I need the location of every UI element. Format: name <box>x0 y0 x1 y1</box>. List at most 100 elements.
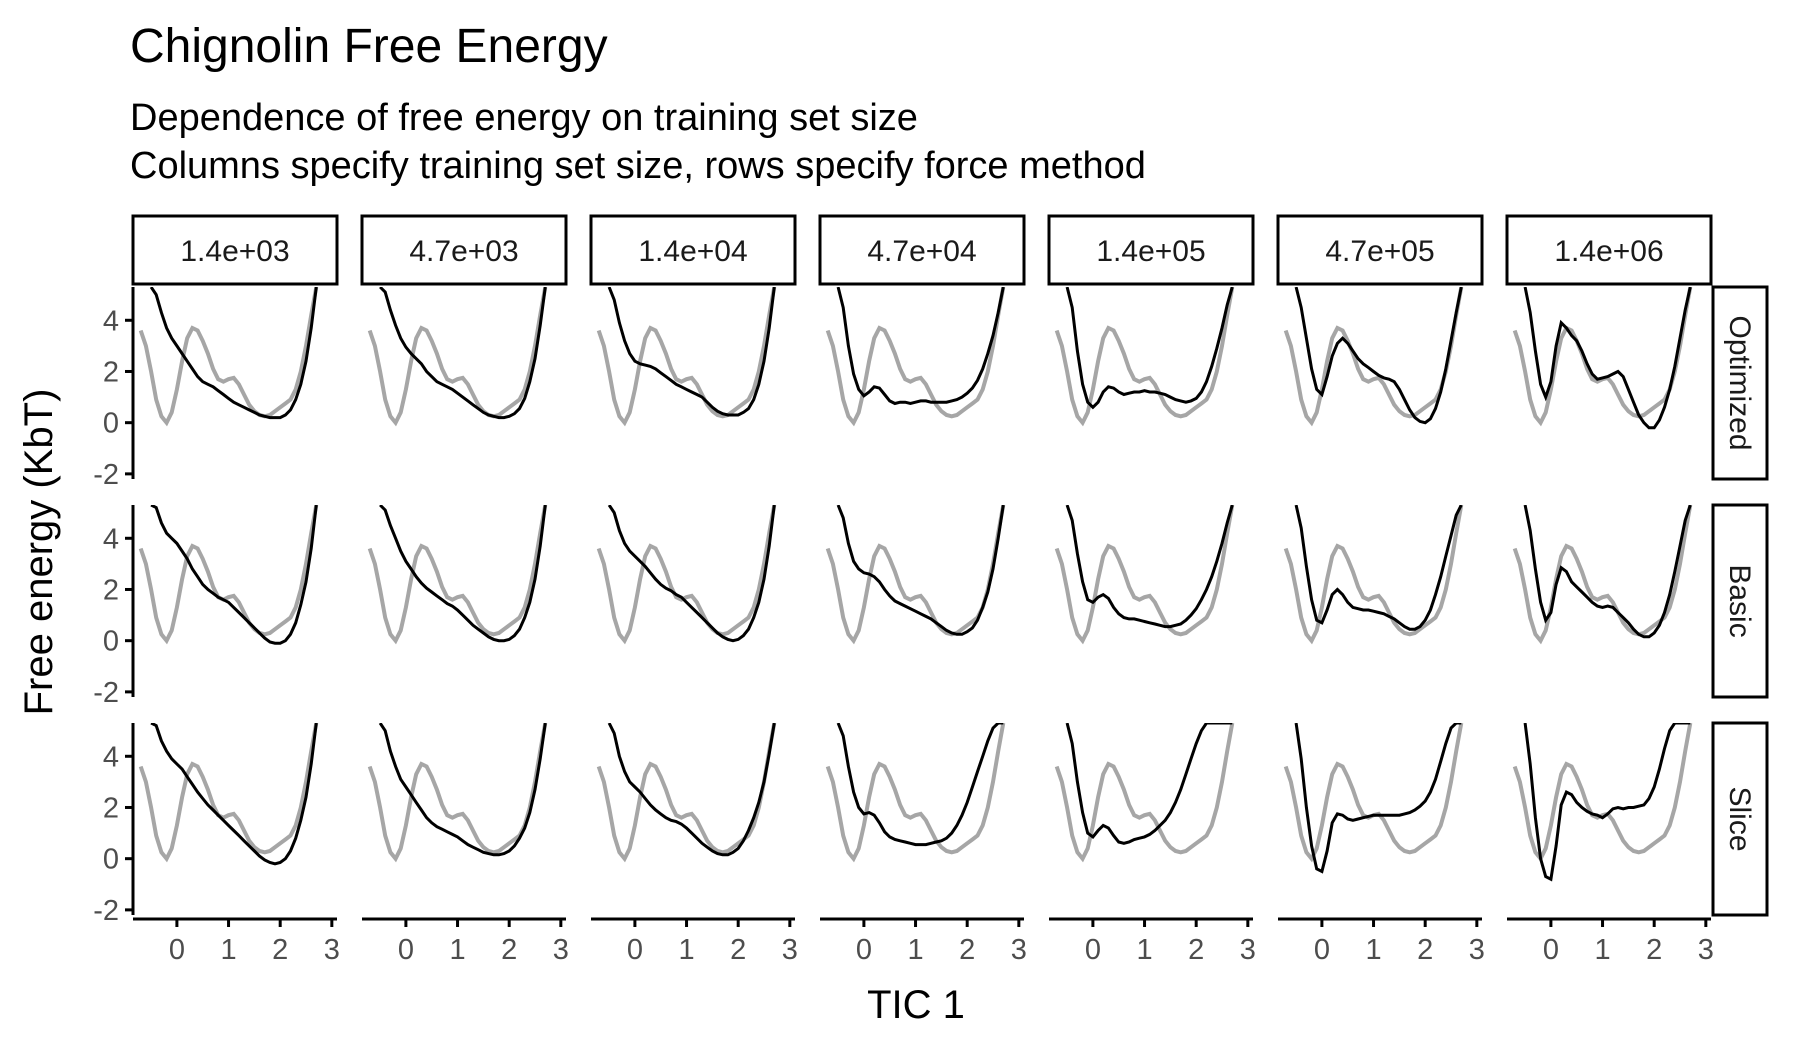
reference-curve <box>1512 287 1693 427</box>
x-tick-label: 3 <box>324 934 340 966</box>
reference-curve <box>138 287 319 427</box>
column-strip-label: 1.4e+06 <box>1554 235 1663 268</box>
chart-title: Chignolin Free Energy <box>130 20 608 73</box>
free-energy-curve <box>378 723 547 857</box>
x-tick-label: 3 <box>1011 934 1027 966</box>
panel-basic-5 <box>1283 505 1464 645</box>
free-energy-curve <box>1294 287 1463 425</box>
x-tick-label: 3 <box>1469 934 1485 966</box>
free-energy-curve <box>1523 287 1692 430</box>
x-tick-label: 2 <box>1417 934 1433 966</box>
x-tick-label: 0 <box>856 934 872 966</box>
x-tick-label: 0 <box>1085 934 1101 966</box>
panel-optimized-1 <box>367 287 548 427</box>
free-energy-curve <box>1523 723 1691 882</box>
reference-curve <box>1512 723 1693 863</box>
chart-subtitle-line-1: Dependence of free energy on training se… <box>130 97 918 139</box>
reference-curve <box>1283 287 1464 427</box>
panel-basic-2 <box>596 505 777 645</box>
x-tick-label: 1 <box>678 934 694 966</box>
x-tick-label: 1 <box>907 934 923 966</box>
panel-basic-6 <box>1512 505 1693 645</box>
y-tick-label: 4 <box>103 523 119 555</box>
column-strip-box <box>360 214 568 286</box>
panel-optimized-6 <box>1512 287 1693 430</box>
y-tick-label: 0 <box>103 844 119 876</box>
panel-basic-4 <box>1054 505 1235 645</box>
y-tick-label: 2 <box>103 792 119 824</box>
row-strip-label: Slice <box>1723 786 1756 851</box>
x-tick-label: 3 <box>1240 934 1256 966</box>
panel-optimized-3 <box>825 287 1006 427</box>
panel-optimized-4 <box>1054 287 1235 427</box>
x-tick-label: 0 <box>398 934 414 966</box>
y-tick-label: -2 <box>93 895 119 927</box>
free-energy-curve <box>607 287 776 417</box>
panel-slice-3 <box>825 723 1006 863</box>
y-tick-label: 0 <box>103 408 119 440</box>
column-strip-box <box>589 214 797 286</box>
y-tick-label: 2 <box>103 574 119 606</box>
free-energy-curve <box>836 505 1005 636</box>
x-tick-label: 2 <box>272 934 288 966</box>
panel-slice-4 <box>1054 723 1235 863</box>
row-strip-label: Basic <box>1723 564 1756 637</box>
reference-curve <box>825 287 1006 427</box>
panel-slice-6 <box>1512 723 1693 882</box>
x-tick-label: 2 <box>1646 934 1662 966</box>
x-tick-label: 2 <box>501 934 517 966</box>
reference-curve <box>138 505 319 645</box>
free-energy-curve <box>1065 287 1234 410</box>
panel-basic-1 <box>367 505 548 645</box>
reference-curve <box>1054 723 1235 863</box>
x-tick-label: 3 <box>1698 934 1714 966</box>
column-strip-label: 4.7e+04 <box>867 235 976 268</box>
x-tick-label: 2 <box>730 934 746 966</box>
reference-curve <box>825 505 1006 645</box>
panel-slice-5 <box>1283 723 1464 874</box>
column-strip-box <box>818 214 1026 286</box>
y-tick-label: -2 <box>93 459 119 491</box>
panel-optimized-2 <box>596 287 777 427</box>
panel-slice-0 <box>138 723 319 866</box>
free-energy-curve <box>1523 505 1692 639</box>
free-energy-curve <box>149 287 318 420</box>
x-axis-title: TIC 1 <box>867 983 965 1027</box>
panel-slice-2 <box>596 723 777 863</box>
column-strip-label: 4.7e+05 <box>1325 235 1434 268</box>
x-tick-label: 3 <box>782 934 798 966</box>
reference-curve <box>367 505 548 645</box>
reference-curve <box>1054 505 1235 645</box>
free-energy-curve <box>836 287 1005 406</box>
y-tick-label: 0 <box>103 626 119 658</box>
x-tick-label: 1 <box>1594 934 1610 966</box>
column-strip-label: 1.4e+03 <box>180 235 289 268</box>
row-strip-box <box>1711 503 1769 699</box>
free-energy-curve <box>1065 723 1233 845</box>
reference-curve <box>1283 505 1464 645</box>
column-strip-label: 4.7e+03 <box>409 235 518 268</box>
y-axis-title: Free energy (KbT) <box>17 389 61 716</box>
x-tick-label: 0 <box>169 934 185 966</box>
y-tick-label: 4 <box>103 741 119 773</box>
free-energy-curve <box>150 723 318 866</box>
panel-basic-0 <box>138 505 319 645</box>
row-strip-box <box>1711 721 1769 917</box>
free-energy-curve <box>1065 505 1234 629</box>
reference-curve <box>138 723 319 863</box>
free-energy-curve <box>607 505 776 643</box>
panel-basic-3 <box>825 505 1006 645</box>
free-energy-curve <box>836 723 1004 847</box>
panel-optimized-5 <box>1283 287 1464 427</box>
reference-curve <box>367 287 548 427</box>
reference-curve <box>1054 287 1235 427</box>
x-tick-label: 0 <box>1314 934 1330 966</box>
column-strip-label: 1.4e+05 <box>1096 235 1205 268</box>
x-tick-label: 1 <box>1136 934 1152 966</box>
column-strip-label: 1.4e+04 <box>638 235 747 268</box>
x-tick-label: 0 <box>627 934 643 966</box>
y-tick-label: 4 <box>103 305 119 337</box>
x-tick-label: 3 <box>553 934 569 966</box>
reference-curve <box>596 723 777 863</box>
